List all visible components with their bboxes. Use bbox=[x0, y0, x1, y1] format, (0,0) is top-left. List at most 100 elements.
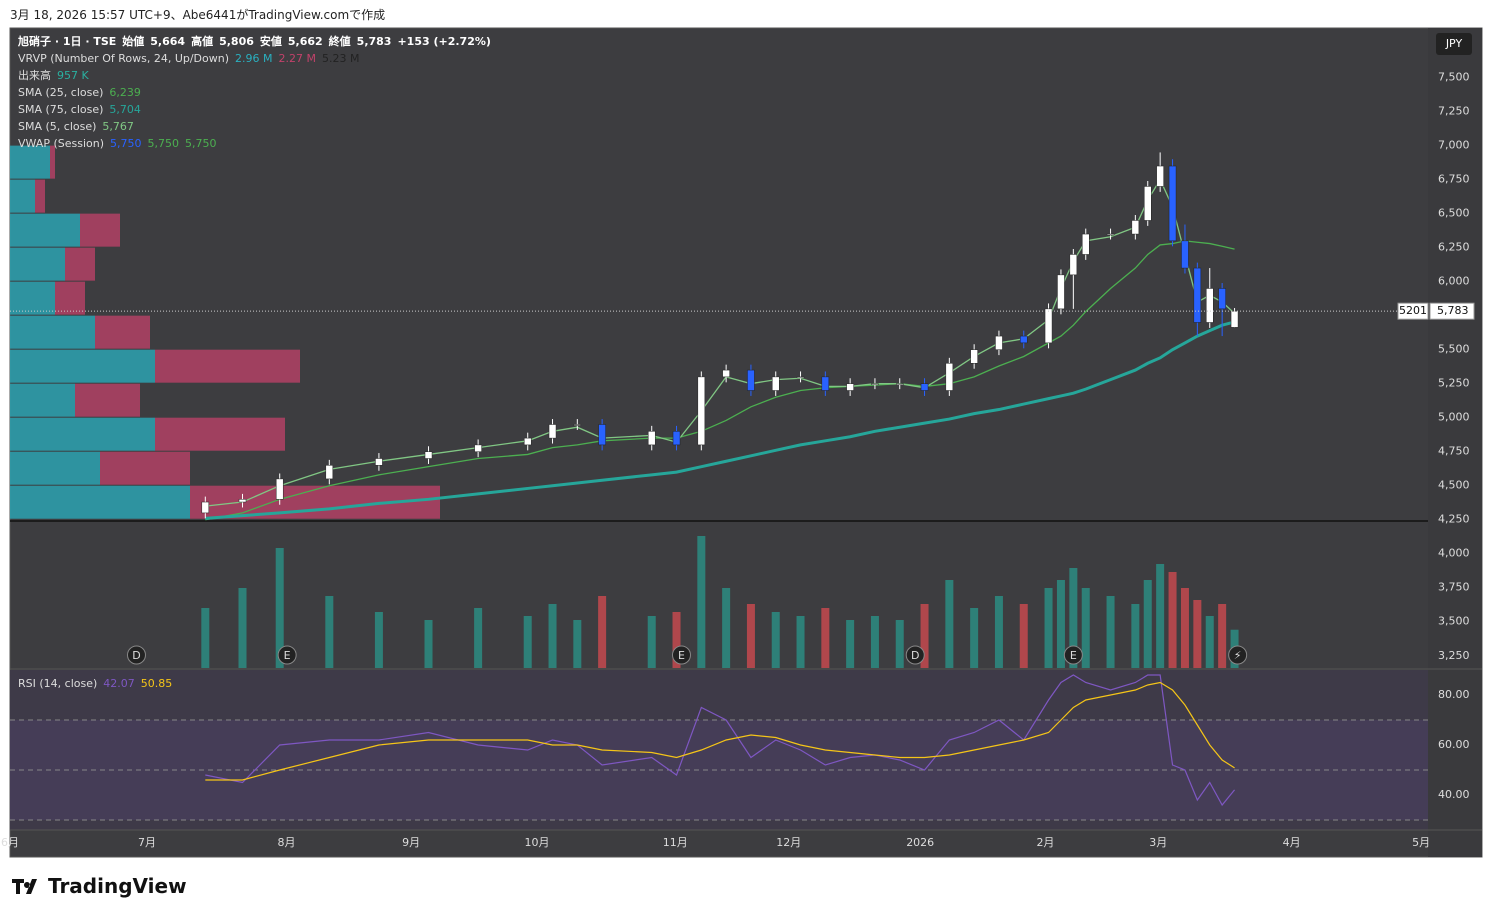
ohlc-label: 始値 bbox=[122, 34, 144, 48]
profile-up bbox=[10, 417, 155, 451]
price-axis bbox=[1428, 28, 1482, 857]
candle-body bbox=[325, 465, 334, 480]
volume-bar bbox=[1156, 564, 1165, 668]
ohlc-label: 高値 bbox=[191, 34, 213, 48]
volume-bar bbox=[821, 608, 830, 668]
volume-bar bbox=[1081, 588, 1090, 668]
candle-body bbox=[995, 335, 1003, 350]
candle-body bbox=[1057, 274, 1065, 310]
profile-down bbox=[35, 179, 45, 213]
x-tick-label: 5月 bbox=[1412, 836, 1430, 849]
candle-body bbox=[1069, 254, 1078, 276]
volume-bar bbox=[870, 616, 879, 668]
profile-down bbox=[155, 417, 285, 451]
volume-bar bbox=[846, 620, 855, 668]
rsi-pane bbox=[10, 670, 1428, 830]
volume-bar bbox=[598, 596, 607, 668]
candle-body bbox=[1156, 165, 1164, 187]
legend-value: 42.07 bbox=[103, 677, 135, 690]
volume-bar bbox=[945, 580, 954, 668]
candle-body bbox=[238, 499, 247, 503]
symbol-title: 旭硝子 · 1日 · TSE bbox=[17, 34, 116, 48]
candle-body bbox=[1193, 267, 1202, 323]
volume-bar bbox=[796, 616, 805, 668]
event-marker bbox=[277, 645, 297, 665]
ohlc-value: 5,664 bbox=[150, 35, 185, 48]
candle-body bbox=[1230, 310, 1239, 328]
logo bbox=[12, 879, 37, 894]
credit: 3月 18, 2026 15:57 UTC+9、Abe6441がTradingV… bbox=[10, 8, 386, 22]
candle-body bbox=[1181, 240, 1189, 269]
profile-up bbox=[10, 145, 50, 179]
volume-bar bbox=[1143, 580, 1152, 668]
y-tick-label: 6,750 bbox=[1438, 173, 1470, 186]
volume-bar bbox=[1193, 600, 1202, 668]
x-tick-label: 10月 bbox=[525, 836, 550, 849]
candle-body bbox=[722, 369, 730, 378]
y-tick-label: 7,000 bbox=[1438, 139, 1470, 152]
candle-body bbox=[1044, 308, 1053, 344]
volume-bar bbox=[1218, 604, 1227, 668]
legend-value: 5,767 bbox=[102, 120, 134, 133]
volume-bar bbox=[920, 604, 929, 668]
ohlc-value: 5,783 bbox=[357, 35, 392, 48]
profile-down bbox=[95, 315, 150, 349]
legend-value: 5,704 bbox=[109, 103, 141, 116]
event-label: D bbox=[132, 649, 140, 662]
profile-up bbox=[10, 485, 190, 519]
y-tick-label: 5,250 bbox=[1438, 377, 1470, 390]
legend-value: 5,750 bbox=[185, 137, 217, 150]
candle-body bbox=[771, 376, 780, 391]
profile-up bbox=[10, 247, 65, 281]
volume-bar bbox=[573, 620, 582, 668]
volume-bar bbox=[647, 616, 656, 668]
last-price-box bbox=[1429, 302, 1475, 320]
candle-body bbox=[474, 444, 482, 452]
profile-up bbox=[10, 383, 75, 417]
ohlc-value: 5,806 bbox=[219, 35, 254, 48]
event-marker bbox=[671, 645, 691, 665]
rsi-tick-label: 40.00 bbox=[1438, 788, 1470, 801]
y-tick-label: 3,500 bbox=[1438, 615, 1470, 628]
currency-button[interactable] bbox=[1436, 33, 1472, 55]
volume-bar bbox=[424, 620, 433, 668]
candle-body bbox=[1218, 288, 1226, 310]
profile-down bbox=[155, 349, 300, 383]
ohlc-label: 終値 bbox=[329, 34, 351, 48]
profile-up bbox=[10, 213, 80, 247]
candle-body bbox=[275, 478, 284, 500]
currency[interactable]: JPY bbox=[1445, 37, 1463, 50]
candle-body bbox=[1019, 335, 1028, 344]
profile-up bbox=[10, 349, 155, 383]
y-tick-label: 3,250 bbox=[1438, 649, 1470, 662]
volume-bar bbox=[895, 620, 904, 668]
legend-value: 957 K bbox=[57, 69, 89, 82]
y-tick-label: 7,500 bbox=[1438, 71, 1470, 84]
volume-bar bbox=[374, 612, 383, 668]
x-tick-label: 9月 bbox=[402, 836, 420, 849]
candle-body bbox=[945, 363, 954, 391]
candle-body bbox=[747, 369, 755, 391]
volume-bar bbox=[1106, 596, 1115, 668]
rsi-band bbox=[10, 720, 1428, 820]
event-marker bbox=[1063, 645, 1083, 665]
legend-name: 出来高 bbox=[18, 68, 51, 82]
profile-down bbox=[50, 145, 55, 179]
candle-body bbox=[796, 376, 805, 379]
y-tick-label: 4,000 bbox=[1438, 547, 1470, 560]
candle-body bbox=[1143, 186, 1152, 221]
candle-body bbox=[598, 424, 606, 446]
volume-bar bbox=[1044, 588, 1053, 668]
event-label: E bbox=[1070, 649, 1077, 662]
profile-down bbox=[80, 213, 120, 247]
profile-down bbox=[55, 281, 85, 315]
candle-body bbox=[1131, 220, 1140, 235]
x-tick-label: 12月 bbox=[776, 836, 801, 849]
rsi-tick-label: 80.00 bbox=[1438, 688, 1470, 701]
candle-body bbox=[846, 383, 854, 391]
sma-line bbox=[205, 320, 1235, 520]
candle-body bbox=[871, 383, 879, 385]
candle-body bbox=[1106, 233, 1115, 236]
candle-body bbox=[697, 376, 706, 446]
